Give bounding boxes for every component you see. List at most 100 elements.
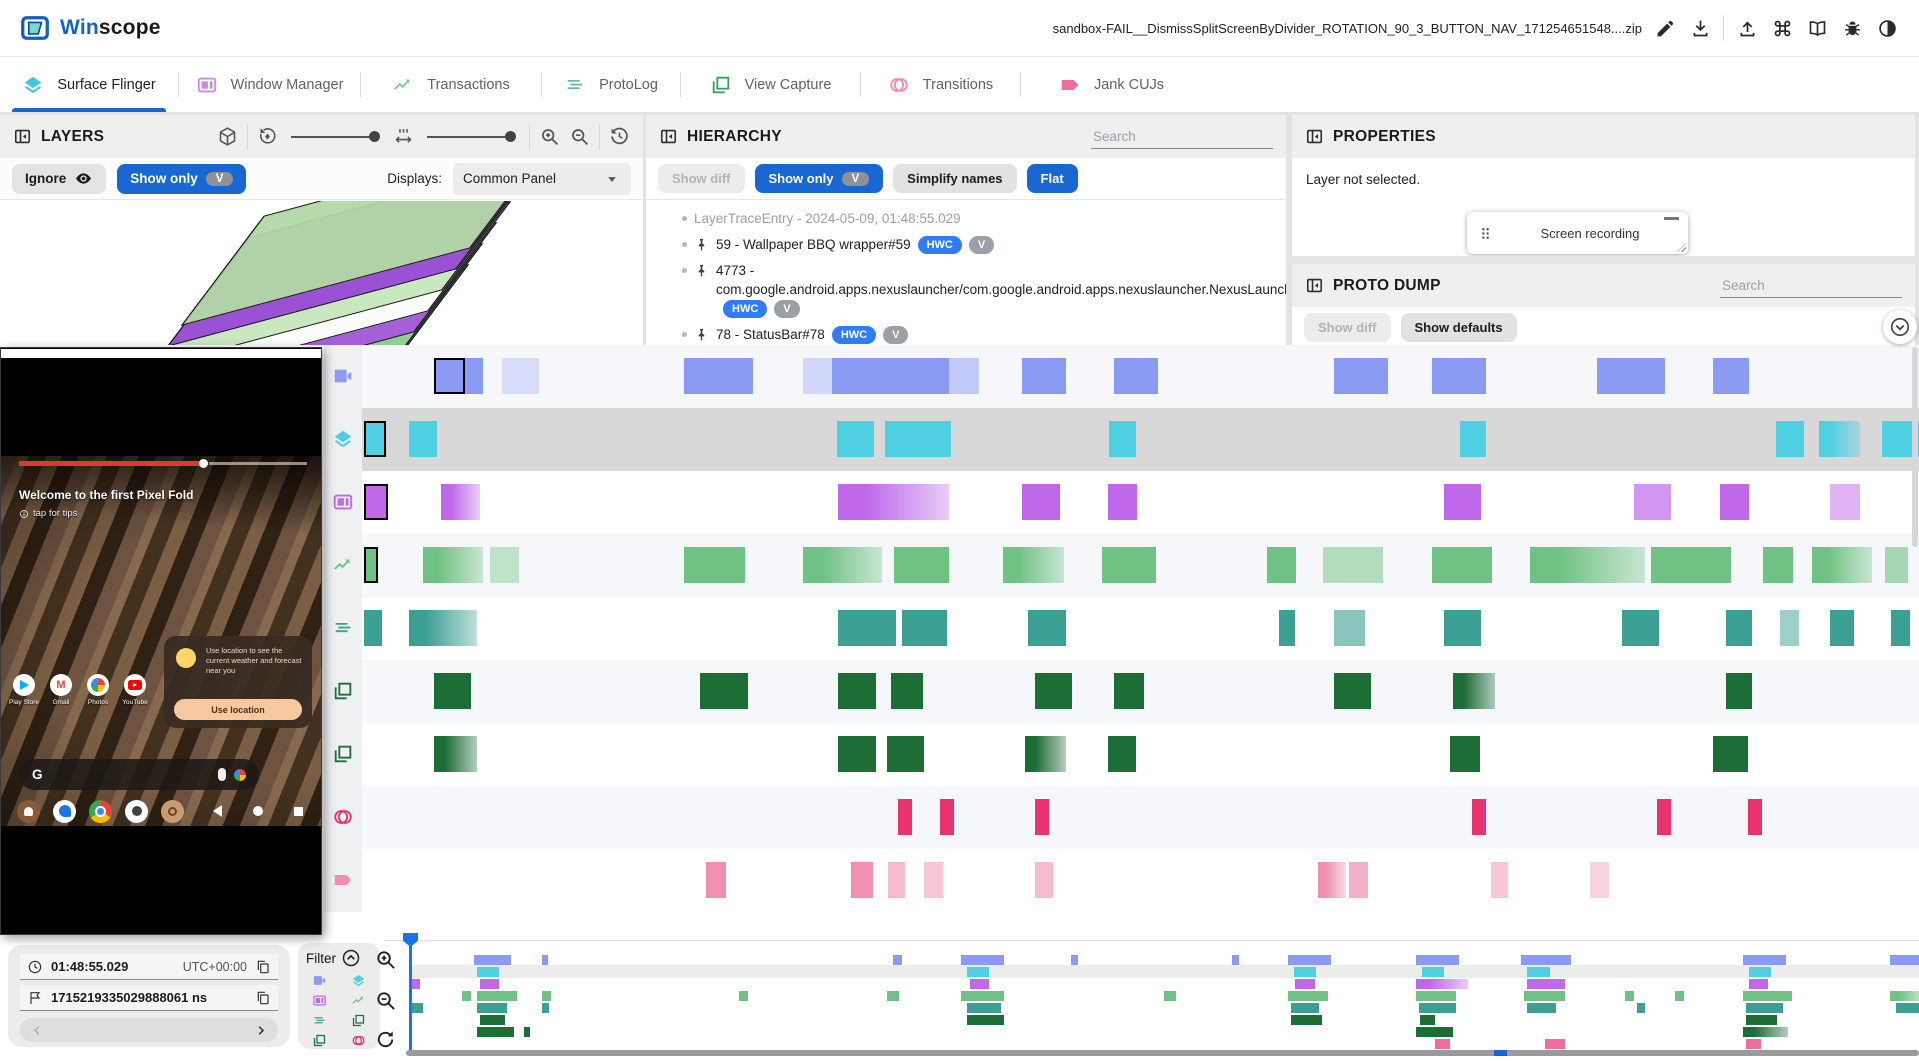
trace-entry-block[interactable] (1333, 673, 1371, 709)
collapse-timeline-button[interactable] (1883, 310, 1917, 344)
trace-entry-block[interactable] (1890, 610, 1910, 646)
trace-entry-block[interactable] (894, 547, 949, 583)
track-row-view-capture-launcher[interactable] (362, 723, 1919, 786)
trace-entry-block[interactable] (1022, 484, 1060, 520)
trace-entry-block[interactable] (684, 358, 753, 394)
track-row-view-capture-taskbar[interactable] (362, 660, 1919, 723)
trace-entry-block[interactable] (832, 358, 876, 394)
filter-view-capture-taskbar-icon[interactable] (351, 1013, 366, 1028)
trace-entry-block[interactable] (441, 484, 481, 520)
trace-entry-block[interactable] (1444, 610, 1482, 646)
trace-entry-block[interactable] (1763, 547, 1793, 583)
simplify-names-button[interactable]: Simplify names (893, 164, 1017, 193)
previous-entry-button[interactable] (30, 1023, 45, 1038)
filter-transactions-icon[interactable] (351, 993, 366, 1008)
trace-entry-block[interactable] (1713, 358, 1750, 394)
minimize-button[interactable] (1664, 217, 1679, 220)
trace-entry-block[interactable] (1590, 862, 1610, 898)
trace-entry-block[interactable] (1450, 736, 1480, 772)
zoom-in-button[interactable] (539, 126, 560, 147)
trace-entry-block[interactable] (1490, 862, 1508, 898)
documentation-button[interactable] (1805, 16, 1829, 40)
trace-entry-block[interactable] (1431, 547, 1493, 583)
track-icon-transitions[interactable] (332, 806, 354, 828)
filter-protolog-icon[interactable] (312, 1013, 327, 1028)
drag-handle-icon[interactable] (1477, 225, 1494, 242)
show-only-visible-button[interactable]: Show only V (117, 163, 247, 194)
trace-entry-block[interactable] (684, 547, 746, 583)
rotation-slider[interactable] (291, 131, 380, 142)
trace-entry-block[interactable] (1596, 358, 1666, 394)
trace-entry-block[interactable] (838, 736, 876, 772)
filter-screen-recording-icon[interactable] (312, 973, 327, 988)
collapse-panel-icon[interactable] (1305, 276, 1324, 295)
trace-entry-block[interactable] (433, 358, 465, 394)
trace-entry-block[interactable] (838, 610, 897, 646)
track-icon-protolog[interactable] (332, 617, 354, 639)
trace-entry-block[interactable] (1317, 862, 1346, 898)
trace-entry-block[interactable] (1529, 547, 1645, 583)
tab-surface-flinger[interactable]: Surface Flinger (0, 57, 178, 112)
track-row-protolog[interactable] (362, 597, 1919, 660)
copy-time-button[interactable] (255, 959, 271, 975)
minimap-scrollbar[interactable] (406, 1050, 1919, 1056)
trace-entry-block[interactable] (1621, 610, 1659, 646)
edit-file-button[interactable] (1653, 16, 1677, 40)
shortcuts-button[interactable] (1770, 16, 1794, 40)
trace-entry-block[interactable] (1453, 673, 1496, 709)
layers-3d-view[interactable] (0, 201, 643, 345)
trace-entry-block[interactable] (1780, 610, 1800, 646)
trace-entry-block[interactable] (902, 610, 948, 646)
dark-mode-button[interactable] (1875, 16, 1899, 40)
track-row-transitions[interactable] (362, 786, 1919, 849)
trace-entry-block[interactable] (1266, 547, 1297, 583)
tab-transactions[interactable]: Transactions (361, 57, 541, 112)
trace-entry-block[interactable] (836, 421, 875, 457)
track-icon-surface-flinger[interactable] (332, 428, 354, 450)
trace-entry-block[interactable] (1811, 547, 1873, 583)
track-row-surface-flinger[interactable] (362, 408, 1919, 471)
trace-entry-block[interactable] (1819, 421, 1860, 457)
trace-entry-block[interactable] (1651, 547, 1731, 583)
hierarchy-search-input[interactable] (1091, 124, 1273, 149)
trace-entry-block[interactable] (888, 862, 906, 898)
trace-entry-block[interactable] (891, 673, 923, 709)
trace-entry-block[interactable] (699, 673, 749, 709)
filter-transitions-icon[interactable] (351, 1033, 366, 1048)
displays-select[interactable]: Common Panel (453, 162, 631, 195)
trace-entry-block[interactable] (1775, 421, 1804, 457)
trace-entry-block[interactable] (948, 358, 979, 394)
track-icon-view-capture-taskbar[interactable] (332, 680, 354, 702)
trace-entry-block[interactable] (489, 547, 520, 583)
trace-entry-block[interactable] (1713, 736, 1748, 772)
trace-entry-block[interactable] (1101, 547, 1157, 583)
trace-entry-block[interactable] (874, 358, 949, 394)
download-traces-button[interactable] (1688, 16, 1712, 40)
trace-entry-block[interactable] (1333, 358, 1389, 394)
filter-surface-flinger-icon[interactable] (351, 973, 366, 988)
track-row-window-manager[interactable] (362, 471, 1919, 534)
show-diff-button[interactable]: Show diff (658, 164, 745, 193)
tree-node[interactable]: 78 - StatusBar#78 HWC V (682, 325, 1272, 344)
collapse-panel-icon[interactable] (659, 127, 678, 146)
timeline-tracks[interactable] (362, 345, 1919, 912)
trace-entry-block[interactable] (1022, 358, 1066, 394)
trace-entry-block[interactable] (897, 799, 912, 835)
trace-entry-block[interactable] (1459, 421, 1487, 457)
tab-window-manager[interactable]: Window Manager (179, 57, 360, 112)
trace-entry-block[interactable] (1472, 799, 1487, 835)
trace-entry-block[interactable] (364, 484, 388, 520)
reset-view-button[interactable] (609, 126, 630, 147)
trace-entry-block[interactable] (1034, 673, 1072, 709)
trace-entry-block[interactable] (1028, 610, 1066, 646)
trace-entry-block[interactable] (850, 862, 873, 898)
trace-entry-block[interactable] (408, 610, 478, 646)
collapse-panel-icon[interactable] (13, 127, 32, 146)
minimap-zoom-in-button[interactable] (374, 948, 397, 971)
show-defaults-button[interactable]: Show defaults (1400, 313, 1517, 342)
track-icon-view-capture-launcher[interactable] (332, 743, 354, 765)
trace-entry-block[interactable] (422, 547, 484, 583)
collapse-panel-icon[interactable] (1305, 127, 1324, 146)
trace-entry-block[interactable] (1279, 610, 1295, 646)
trace-entry-block[interactable] (1003, 547, 1065, 583)
